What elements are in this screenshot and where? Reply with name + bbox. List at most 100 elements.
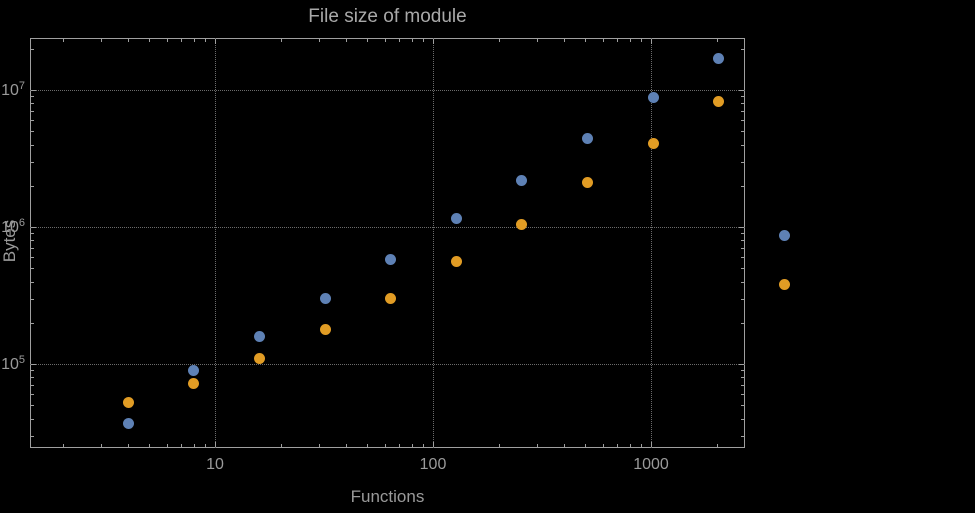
y-tick <box>31 240 34 242</box>
y-tick <box>31 257 34 259</box>
x-tick <box>564 444 566 447</box>
x-tick <box>215 442 216 447</box>
x-gridline <box>215 38 216 448</box>
x-tick <box>101 39 102 42</box>
x-tick-label: 1000 <box>633 456 669 473</box>
y-tick <box>741 405 744 407</box>
x-gridline <box>651 38 652 448</box>
data-point-series-2-orange <box>188 378 200 390</box>
y-tick <box>741 103 744 105</box>
y-tick <box>31 377 34 379</box>
data-point-series-2-orange <box>253 352 265 364</box>
plot-frame <box>30 38 745 448</box>
y-tick-label: 105 <box>1 353 25 374</box>
x-tick <box>101 444 102 447</box>
data-point-series-2-orange <box>647 137 659 149</box>
x-axis-label: Functions <box>350 487 425 506</box>
y-tick-label: 106 <box>1 216 25 237</box>
x-tick <box>280 39 282 42</box>
x-tick <box>128 39 130 42</box>
y-tick <box>741 248 744 250</box>
x-tick <box>411 444 413 447</box>
data-point-series-2-orange <box>122 397 134 409</box>
y-tick <box>739 90 744 91</box>
data-point-series-1-blue <box>122 417 134 429</box>
x-tick <box>399 444 401 447</box>
x-tick <box>215 39 216 44</box>
x-tick <box>411 39 413 42</box>
y-tick <box>31 281 34 283</box>
x-gridline <box>433 38 434 448</box>
x-tick <box>181 39 183 42</box>
x-tick <box>585 444 587 447</box>
x-tick <box>629 39 631 42</box>
y-gridline <box>30 364 745 365</box>
y-tick <box>31 405 34 407</box>
x-tick <box>346 444 348 447</box>
y-tick <box>31 248 34 250</box>
y-tick <box>31 103 34 105</box>
x-tick <box>384 39 386 42</box>
y-tick <box>31 370 34 372</box>
y-tick <box>741 96 744 98</box>
x-tick <box>641 444 643 447</box>
x-tick <box>716 444 718 447</box>
data-point-series-2-orange <box>713 95 725 107</box>
y-tick <box>741 394 744 396</box>
x-tick <box>617 444 619 447</box>
y-tick <box>31 161 34 163</box>
x-tick <box>149 39 151 42</box>
data-point-series-1-blue <box>778 229 790 241</box>
y-tick <box>31 48 34 50</box>
x-tick <box>651 442 652 447</box>
x-tick <box>433 39 434 44</box>
x-tick <box>498 39 500 42</box>
y-tick <box>31 418 34 420</box>
x-tick <box>319 444 320 447</box>
x-tick <box>399 39 401 42</box>
y-tick <box>741 131 744 133</box>
y-tick <box>741 240 744 242</box>
data-point-series-1-blue <box>385 253 397 265</box>
x-tick <box>166 39 168 42</box>
x-tick <box>384 444 386 447</box>
x-tick <box>617 39 619 42</box>
x-tick <box>62 39 64 42</box>
x-tick <box>193 39 195 42</box>
y-tick <box>31 90 36 91</box>
data-point-series-2-orange <box>385 293 397 305</box>
x-tick <box>585 39 587 42</box>
y-tick <box>31 111 34 113</box>
y-tick <box>741 48 744 50</box>
y-tick <box>31 435 34 437</box>
y-tick <box>31 385 34 387</box>
x-tick <box>205 444 207 447</box>
chart-title: File size of module <box>308 6 467 27</box>
y-tick <box>31 227 36 228</box>
data-point-series-1-blue <box>713 52 725 64</box>
data-point-series-1-blue <box>582 133 594 145</box>
x-tick <box>423 444 425 447</box>
data-point-series-1-blue <box>647 92 659 104</box>
y-tick <box>741 322 744 324</box>
data-point-series-2-orange <box>516 218 528 230</box>
x-tick <box>433 442 434 447</box>
y-tick <box>31 233 34 235</box>
data-point-series-1-blue <box>253 330 265 342</box>
y-tick-label: 107 <box>1 79 25 100</box>
y-tick <box>31 268 34 270</box>
y-tick <box>741 120 744 122</box>
y-tick <box>31 298 34 300</box>
y-tick <box>741 144 744 146</box>
y-tick <box>741 233 744 235</box>
x-tick <box>651 39 652 44</box>
x-tick <box>629 444 631 447</box>
x-tick <box>62 444 64 447</box>
x-tick <box>319 39 320 42</box>
x-tick <box>367 39 369 42</box>
y-tick <box>741 418 744 420</box>
x-tick <box>346 39 348 42</box>
x-tick <box>537 444 538 447</box>
y-tick <box>741 161 744 163</box>
